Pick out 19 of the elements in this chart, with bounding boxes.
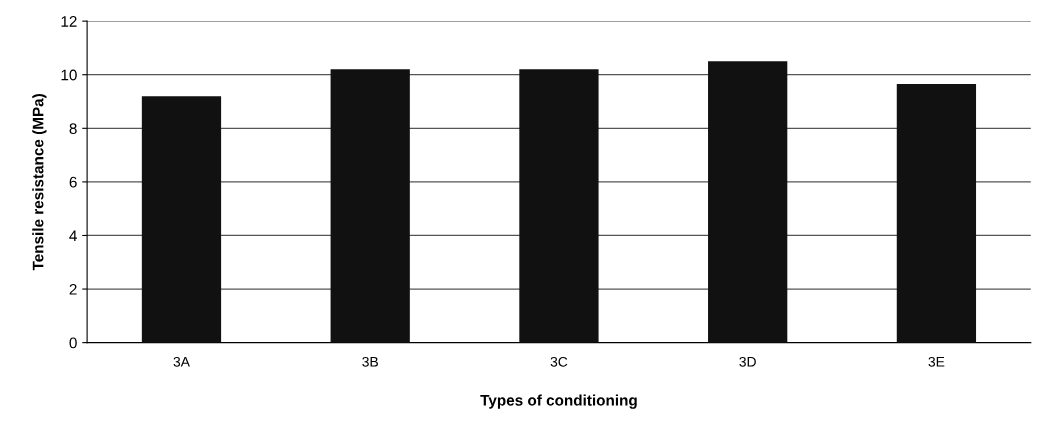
bar: [141, 96, 222, 343]
y-tick-label: 12: [61, 16, 77, 27]
bar: [896, 84, 977, 343]
y-tick-label: 4: [69, 230, 77, 242]
y-tick-label: 8: [69, 123, 77, 134]
x-tick-label: 3C: [550, 356, 568, 367]
y-tick-label: 0: [69, 337, 77, 349]
bar: [330, 69, 410, 343]
x-tick-label: 3A: [173, 356, 190, 367]
x-tick-label: 3B: [362, 356, 378, 367]
y-axis-title: Tensile resistance (MPa): [32, 94, 47, 271]
x-axis-title: Types of conditioning: [480, 394, 637, 409]
x-tick-label: 3E: [928, 356, 945, 367]
y-tick-label: 6: [69, 176, 77, 188]
bar: [519, 69, 599, 343]
y-tick-label: 10: [61, 69, 77, 81]
x-tick-label: 3D: [739, 356, 756, 367]
y-tick-label: 2: [69, 283, 77, 295]
bar: [708, 61, 788, 343]
